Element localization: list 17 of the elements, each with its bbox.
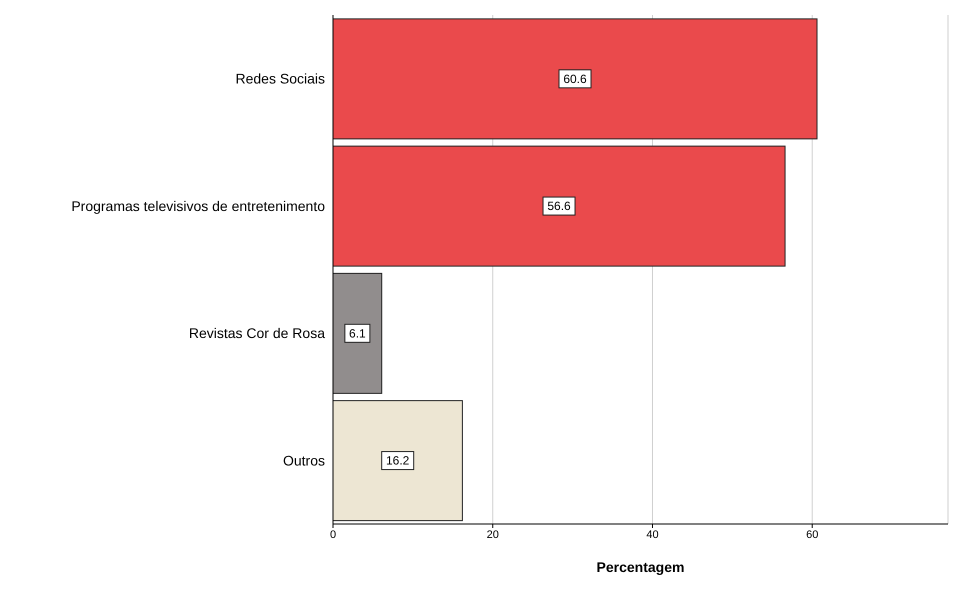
x-tick-label: 0 (330, 528, 336, 541)
y-tick-label: Outros (282, 452, 325, 468)
y-tick-label: Revistas Cor de Rosa (188, 325, 326, 342)
data-label: 16.2 (386, 454, 410, 468)
y-tick-label: Programas televisivos de entretenimento (71, 198, 326, 214)
x-tick-label: 60 (806, 528, 818, 541)
x-tick-label: 40 (646, 528, 659, 541)
data-label: 6.1 (349, 326, 366, 340)
data-label: 56.6 (547, 199, 572, 214)
bar (333, 146, 786, 267)
x-tick-label: 20 (486, 528, 499, 541)
bar (333, 18, 818, 140)
y-tick-label: Redes Sociais (236, 70, 325, 87)
x-axis-title: Percentagem (596, 559, 684, 575)
data-label: 60.6 (563, 72, 588, 86)
bar (333, 400, 463, 522)
bar (333, 272, 382, 394)
